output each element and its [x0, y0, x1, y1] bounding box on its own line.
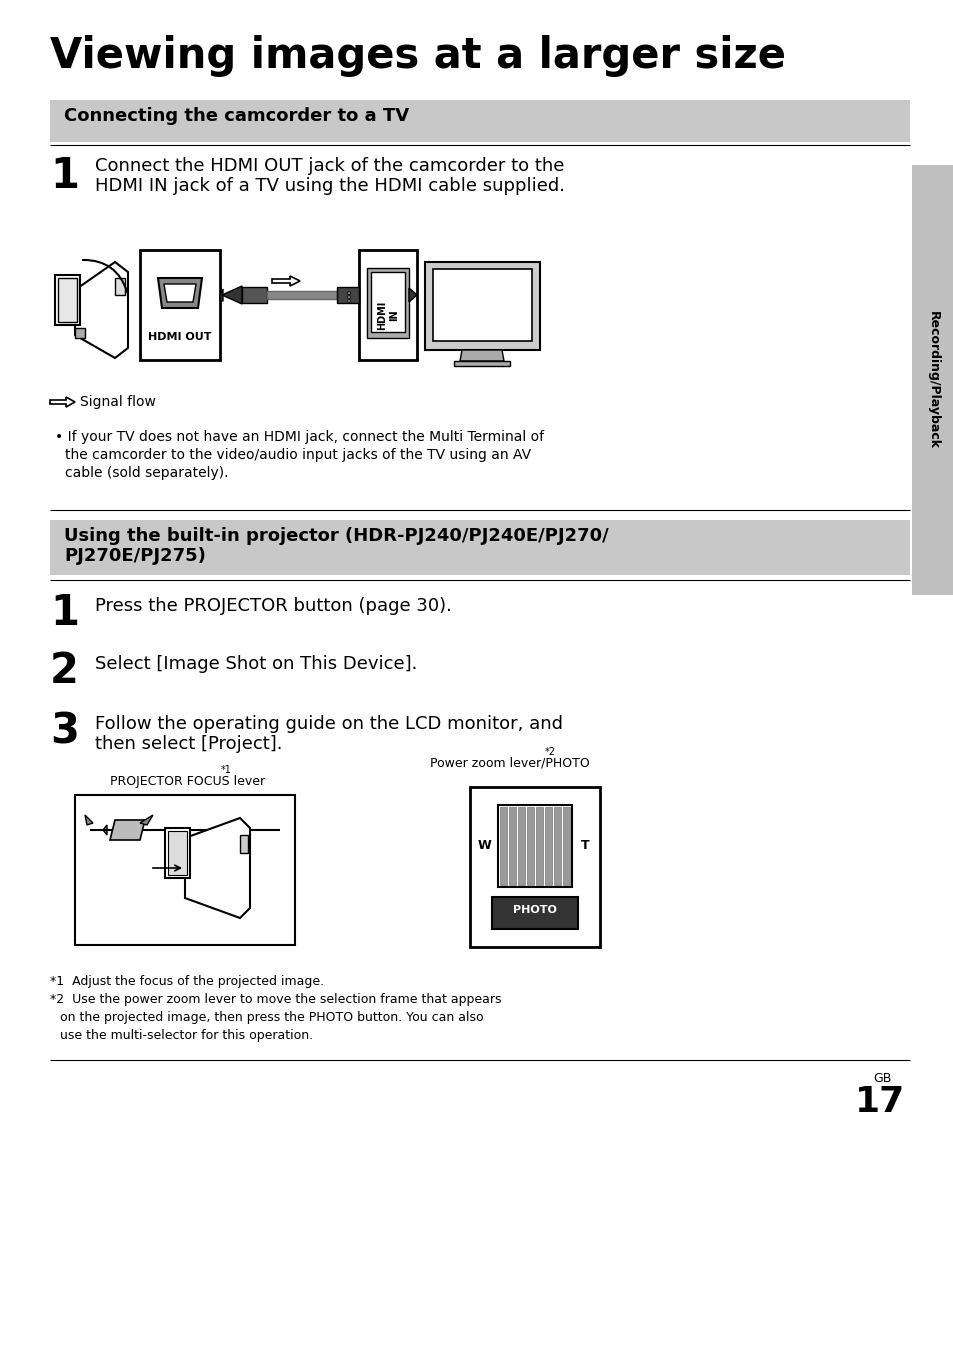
Polygon shape: [92, 824, 107, 835]
Text: Power zoom lever/PHOTO: Power zoom lever/PHOTO: [430, 757, 589, 769]
Text: PJ270E/PJ275): PJ270E/PJ275): [64, 547, 206, 565]
Bar: [433, 269, 532, 342]
Polygon shape: [140, 815, 152, 824]
Polygon shape: [115, 278, 125, 295]
Text: Connecting the camcorder to a TV: Connecting the camcorder to a TV: [64, 108, 409, 125]
Text: 17: 17: [854, 1085, 904, 1119]
Polygon shape: [272, 276, 299, 286]
Bar: [517, 807, 524, 885]
Bar: [336, 286, 358, 303]
Text: HDMI
IN: HDMI IN: [376, 300, 398, 330]
Polygon shape: [222, 286, 242, 304]
Polygon shape: [240, 835, 248, 853]
Text: *1: *1: [221, 765, 232, 775]
Polygon shape: [50, 397, 75, 408]
Text: Recording/Playback: Recording/Playback: [925, 311, 939, 449]
Circle shape: [347, 296, 350, 299]
Text: HDMI OUT: HDMI OUT: [148, 332, 212, 342]
Text: GB: GB: [873, 1072, 891, 1085]
Bar: [536, 807, 542, 885]
Bar: [367, 268, 409, 338]
Polygon shape: [454, 360, 510, 366]
Bar: [424, 262, 539, 350]
Bar: [509, 807, 516, 885]
Bar: [371, 272, 405, 332]
Text: HDMI IN jack of a TV using the HDMI cable supplied.: HDMI IN jack of a TV using the HDMI cabl…: [95, 178, 564, 195]
Bar: [911, 165, 953, 594]
Text: W: W: [477, 839, 491, 851]
Bar: [554, 807, 560, 885]
Text: PROJECTOR FOCUS lever: PROJECTOR FOCUS lever: [110, 775, 265, 788]
Polygon shape: [165, 829, 190, 878]
Bar: [526, 807, 534, 885]
Text: Signal flow: Signal flow: [80, 395, 155, 409]
Bar: [562, 807, 569, 885]
Text: *2  Use the power zoom lever to move the selection frame that appears: *2 Use the power zoom lever to move the …: [50, 993, 501, 1006]
Polygon shape: [185, 818, 250, 919]
Text: then select [Project].: then select [Project].: [95, 734, 282, 753]
Polygon shape: [75, 328, 85, 338]
Polygon shape: [459, 350, 503, 360]
Bar: [497, 806, 572, 886]
Bar: [492, 897, 578, 929]
Text: Using the built-in projector (HDR-PJ240/PJ240E/PJ270/: Using the built-in projector (HDR-PJ240/…: [64, 527, 608, 545]
Text: PHOTO: PHOTO: [513, 905, 557, 915]
Bar: [50, 100, 909, 143]
Polygon shape: [158, 278, 202, 308]
Polygon shape: [110, 820, 145, 841]
Bar: [168, 831, 187, 876]
Bar: [470, 787, 599, 947]
Bar: [544, 807, 552, 885]
Bar: [50, 521, 909, 576]
Bar: [242, 286, 267, 303]
Text: use the multi-selector for this operation.: use the multi-selector for this operatio…: [60, 1029, 313, 1042]
Text: 3: 3: [50, 710, 79, 752]
Text: • If your TV does not have an HDMI jack, connect the Multi Terminal of: • If your TV does not have an HDMI jack,…: [55, 430, 543, 444]
Text: T: T: [580, 839, 589, 851]
Bar: [75, 795, 294, 946]
Bar: [358, 250, 416, 360]
Polygon shape: [55, 274, 80, 325]
Text: 1: 1: [50, 592, 79, 633]
Text: 1: 1: [50, 155, 79, 196]
Text: Connect the HDMI OUT jack of the camcorder to the: Connect the HDMI OUT jack of the camcord…: [95, 157, 564, 175]
Bar: [499, 807, 506, 885]
Text: *2: *2: [544, 746, 555, 757]
Text: cable (sold separately).: cable (sold separately).: [65, 465, 229, 480]
Text: Press the PROJECTOR button (page 30).: Press the PROJECTOR button (page 30).: [95, 597, 452, 615]
Polygon shape: [164, 284, 195, 303]
Polygon shape: [220, 289, 223, 301]
Text: on the projected image, then press the PHOTO button. You can also: on the projected image, then press the P…: [60, 1011, 483, 1024]
Bar: [267, 291, 336, 299]
Text: 2: 2: [50, 650, 79, 691]
Bar: [58, 278, 77, 321]
Text: Viewing images at a larger size: Viewing images at a larger size: [50, 35, 785, 77]
Polygon shape: [409, 288, 416, 303]
Text: Select [Image Shot on This Device].: Select [Image Shot on This Device].: [95, 655, 417, 672]
Polygon shape: [85, 815, 92, 824]
Polygon shape: [75, 262, 128, 358]
Bar: [140, 250, 220, 360]
Circle shape: [347, 300, 350, 303]
Text: the camcorder to the video/audio input jacks of the TV using an AV: the camcorder to the video/audio input j…: [65, 448, 531, 461]
Text: Follow the operating guide on the LCD monitor, and: Follow the operating guide on the LCD mo…: [95, 716, 562, 733]
Text: *1  Adjust the focus of the projected image.: *1 Adjust the focus of the projected ima…: [50, 975, 324, 989]
Circle shape: [347, 292, 350, 295]
